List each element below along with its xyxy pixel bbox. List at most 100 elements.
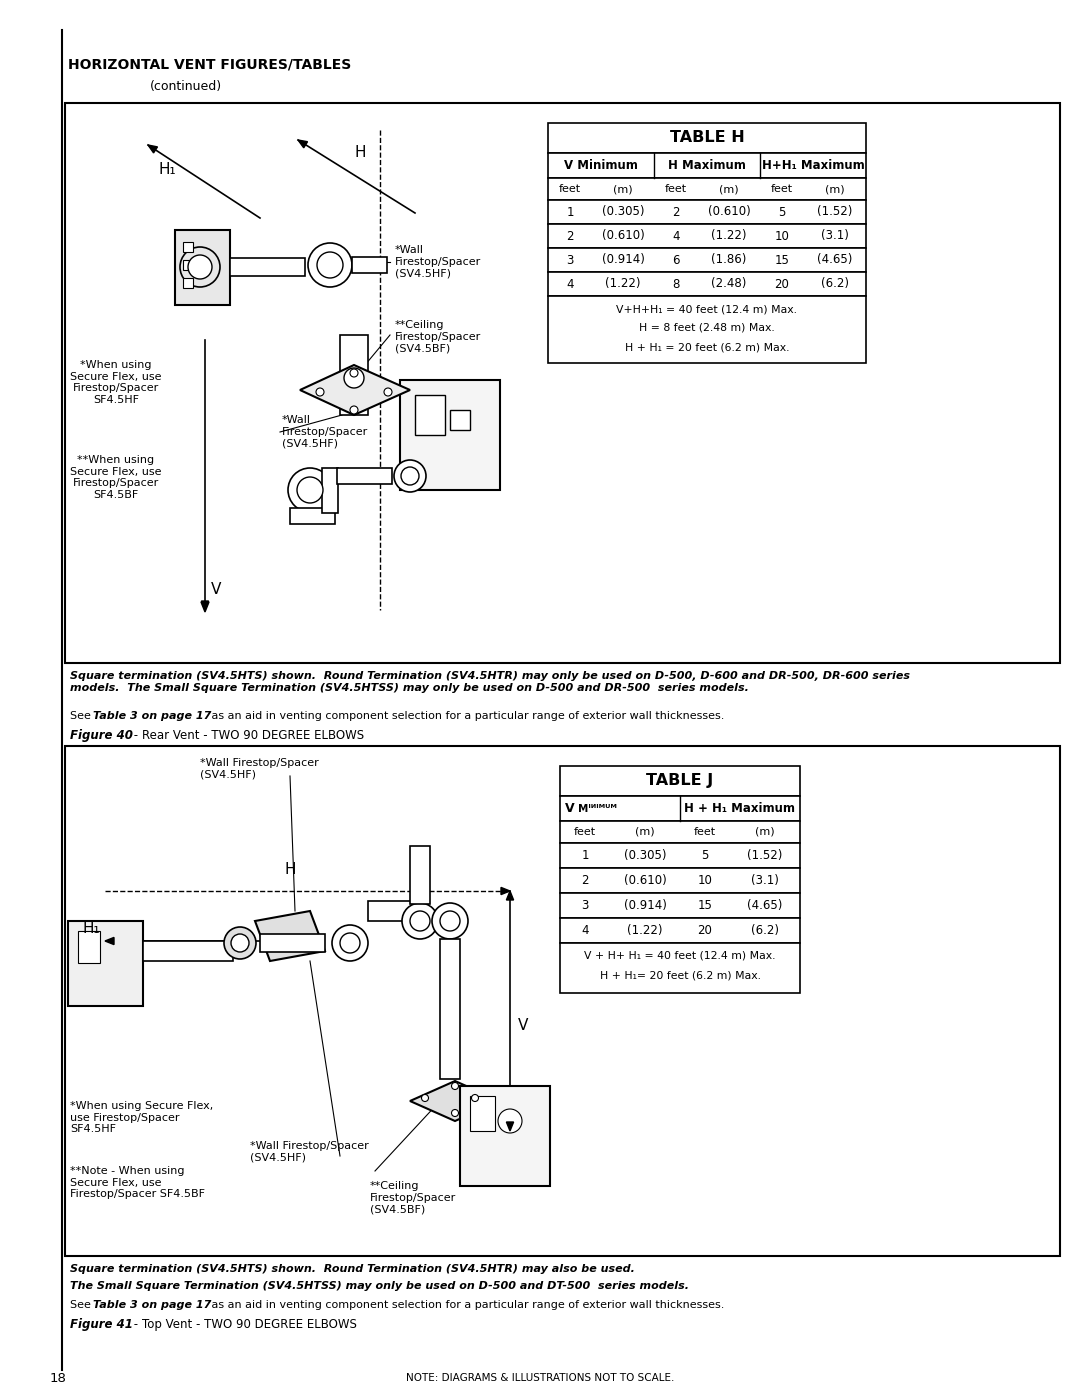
Circle shape <box>297 476 323 503</box>
Bar <box>548 177 866 200</box>
Text: Top Vent - TWO 90 DEGREE ELBOWS: Top Vent - TWO 90 DEGREE ELBOWS <box>141 1317 356 1331</box>
Circle shape <box>440 911 460 930</box>
Text: (0.610): (0.610) <box>602 229 645 243</box>
Circle shape <box>432 902 468 939</box>
Bar <box>230 258 305 277</box>
Text: **Ceiling
Firestop/Spacer
(SV4.5BF): **Ceiling Firestop/Spacer (SV4.5BF) <box>370 1180 456 1214</box>
Text: Mᴵᴻᴵᴹᵁᴹ: Mᴵᴻᴵᴹᵁᴹ <box>578 803 617 813</box>
Text: H + H₁ Maximum: H + H₁ Maximum <box>685 802 796 814</box>
Circle shape <box>350 369 357 377</box>
Bar <box>143 942 233 961</box>
Text: 4: 4 <box>566 278 573 291</box>
Bar <box>183 260 193 270</box>
Text: *Wall
Firestop/Spacer
(SV4.5HF): *Wall Firestop/Spacer (SV4.5HF) <box>395 244 482 278</box>
Text: The Small Square Termination (SV4.5HTSS) may only be used on D-500 and DT-500  s: The Small Square Termination (SV4.5HTSS)… <box>70 1281 689 1291</box>
Text: -: - <box>130 1317 141 1331</box>
Bar <box>440 939 460 1078</box>
Circle shape <box>316 388 324 395</box>
Text: (3.1): (3.1) <box>821 229 849 243</box>
Bar <box>322 468 338 513</box>
Text: **Ceiling
Firestop/Spacer
(SV4.5BF): **Ceiling Firestop/Spacer (SV4.5BF) <box>395 320 482 353</box>
Bar <box>548 224 866 249</box>
Bar <box>548 249 866 272</box>
Circle shape <box>394 460 426 492</box>
Bar <box>561 893 800 918</box>
Circle shape <box>318 251 343 278</box>
Text: 20: 20 <box>698 923 713 937</box>
Text: as an aid in venting component selection for a particular range of exterior wall: as an aid in venting component selection… <box>208 711 725 721</box>
Text: (1.22): (1.22) <box>712 229 746 243</box>
Text: V: V <box>518 1018 528 1034</box>
Text: Table 3 on page 17: Table 3 on page 17 <box>93 1301 212 1310</box>
Text: *When using Secure Flex,
use Firestop/Spacer
SF4.5HF: *When using Secure Flex, use Firestop/Sp… <box>70 1101 213 1134</box>
Circle shape <box>308 243 352 286</box>
Polygon shape <box>410 1081 500 1120</box>
Bar <box>78 930 100 963</box>
Bar <box>561 796 800 821</box>
Bar <box>410 847 430 904</box>
Circle shape <box>401 467 419 485</box>
Text: 18: 18 <box>50 1372 67 1384</box>
Text: (1.86): (1.86) <box>712 253 746 267</box>
Bar <box>470 1097 495 1132</box>
Text: (m): (m) <box>825 184 845 194</box>
Text: V + H+ H₁ = 40 feet (12.4 m) Max.: V + H+ H₁ = 40 feet (12.4 m) Max. <box>584 951 775 961</box>
Text: Table 3 on page 17: Table 3 on page 17 <box>93 711 212 721</box>
Text: (0.610): (0.610) <box>707 205 751 218</box>
Text: (6.2): (6.2) <box>751 923 779 937</box>
Text: H₁: H₁ <box>82 921 100 936</box>
Circle shape <box>231 935 249 951</box>
Text: H: H <box>355 145 366 161</box>
Bar <box>68 921 143 1006</box>
Text: 2: 2 <box>581 875 589 887</box>
Text: feet: feet <box>665 184 687 194</box>
Bar <box>183 242 193 251</box>
Bar <box>291 509 335 524</box>
Bar <box>548 272 866 296</box>
Text: NOTE: DIAGRAMS & ILLUSTRATIONS NOT TO SCALE.: NOTE: DIAGRAMS & ILLUSTRATIONS NOT TO SC… <box>406 1373 674 1383</box>
Text: (m): (m) <box>635 827 654 837</box>
Bar <box>561 842 800 868</box>
Circle shape <box>402 902 438 939</box>
Circle shape <box>180 247 220 286</box>
Bar <box>260 935 325 951</box>
Text: (1.22): (1.22) <box>605 278 640 291</box>
Text: *Wall Firestop/Spacer
(SV4.5HF): *Wall Firestop/Spacer (SV4.5HF) <box>200 759 319 780</box>
Circle shape <box>188 256 212 279</box>
Text: V+H+H₁ = 40 feet (12.4 m) Max.: V+H+H₁ = 40 feet (12.4 m) Max. <box>617 305 797 314</box>
Text: (continued): (continued) <box>150 80 222 94</box>
Text: *Wall Firestop/Spacer
(SV4.5HF): *Wall Firestop/Spacer (SV4.5HF) <box>249 1141 368 1162</box>
Text: (0.914): (0.914) <box>623 900 666 912</box>
Text: V Minimum: V Minimum <box>564 159 638 172</box>
Text: *Wall
Firestop/Spacer
(SV4.5HF): *Wall Firestop/Spacer (SV4.5HF) <box>282 415 368 448</box>
Text: (0.305): (0.305) <box>624 849 666 862</box>
Text: 2: 2 <box>672 205 679 218</box>
Bar <box>352 257 387 272</box>
Text: (0.914): (0.914) <box>602 253 645 267</box>
Polygon shape <box>298 140 308 148</box>
Polygon shape <box>201 601 208 610</box>
Text: 3: 3 <box>581 900 589 912</box>
Text: -: - <box>130 729 141 742</box>
Text: TABLE H: TABLE H <box>670 130 744 145</box>
Text: H: H <box>284 862 296 877</box>
Text: 15: 15 <box>774 253 789 267</box>
Circle shape <box>332 925 368 961</box>
Text: (0.305): (0.305) <box>602 205 645 218</box>
Text: HORIZONTAL VENT FIGURES/TABLES: HORIZONTAL VENT FIGURES/TABLES <box>68 59 351 73</box>
Text: Figure 40: Figure 40 <box>70 729 133 742</box>
Text: H Maximum: H Maximum <box>669 159 746 172</box>
Polygon shape <box>148 145 158 152</box>
Bar <box>561 766 800 796</box>
Text: (m): (m) <box>719 184 739 194</box>
Bar <box>337 468 392 483</box>
Text: 4: 4 <box>672 229 679 243</box>
Bar <box>561 821 800 842</box>
Bar <box>548 123 866 154</box>
Text: 5: 5 <box>701 849 708 862</box>
Circle shape <box>451 1083 459 1090</box>
Polygon shape <box>201 602 210 612</box>
Text: feet: feet <box>694 827 716 837</box>
Text: (4.65): (4.65) <box>818 253 853 267</box>
Polygon shape <box>501 887 510 894</box>
